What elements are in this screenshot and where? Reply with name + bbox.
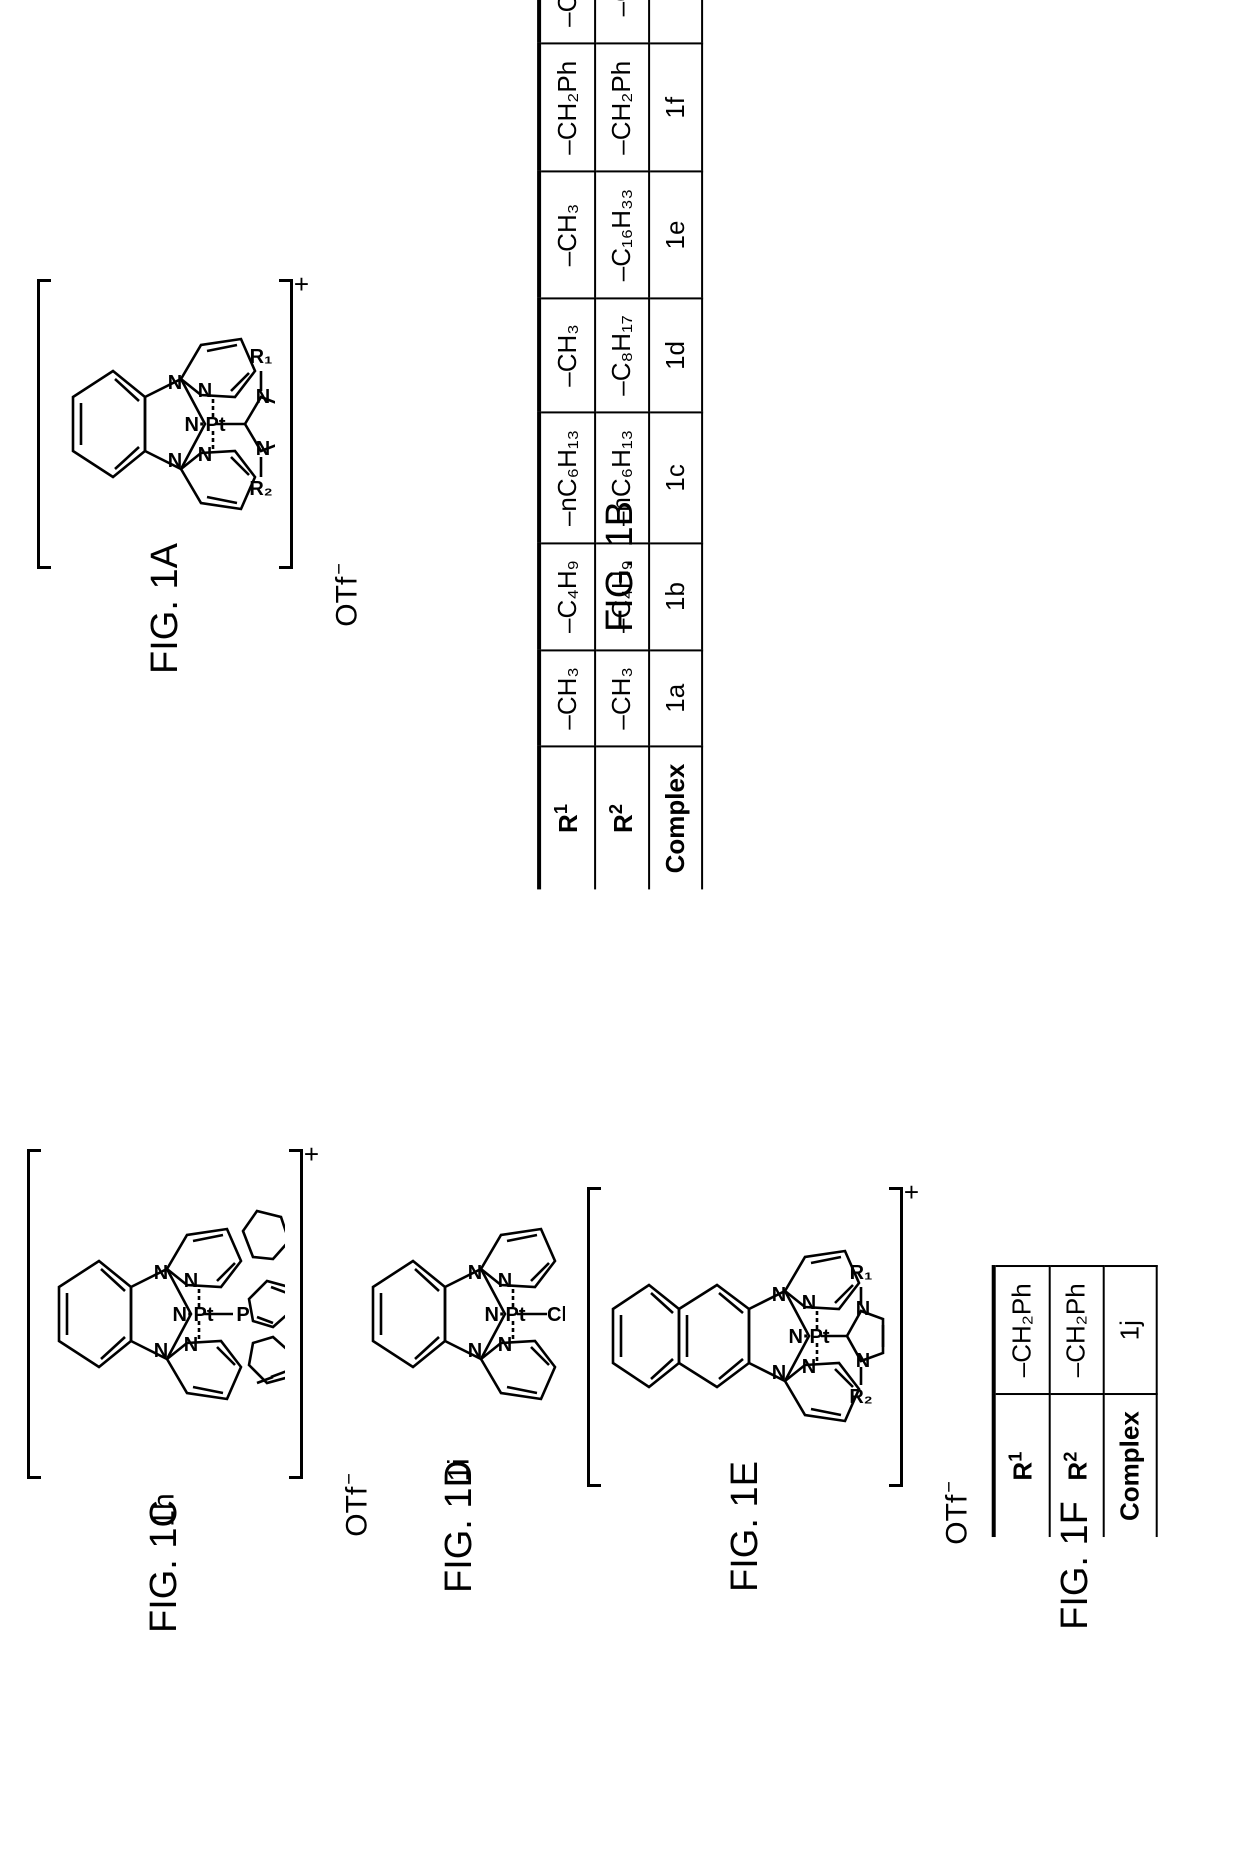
cation-charge: + (904, 1177, 919, 1208)
fig-label-1f: FIG. 1F (1053, 1501, 1096, 1630)
cell-r1-1c: –nC₆H₁₃ (539, 413, 595, 543)
row-header-r2: R2 (595, 747, 650, 890)
atom-n-py-bot: N (198, 444, 212, 466)
row-header-r1: R1 (994, 1394, 1050, 1537)
otf-text: OTf (331, 577, 364, 627)
fig-label-1e: FIG. 1E (723, 1461, 766, 1592)
bracket-right (289, 1149, 303, 1479)
atom-n-py-bot: N (498, 1334, 512, 1356)
panel-fig-1f: R1 –CH₂Ph R2 –CH₂Ph Complex 1j FIG. 1F (939, 1318, 1211, 1587)
cell-cx-1j: 1j (1104, 1266, 1157, 1394)
atom-cl: Cl (547, 1304, 565, 1326)
atom-n-py-top: N (184, 1270, 198, 1292)
otf-minus: − (939, 1481, 961, 1493)
atom-n-py-bot: N (184, 1334, 198, 1356)
structure-1e: N N N·Pt N N R₁ R₂ N (605, 1187, 885, 1487)
atom-n-nhc-bot: N (856, 1350, 870, 1372)
fig-label-1a: FIG. 1A (143, 543, 186, 674)
cell-r1-1d: –CH₃ (539, 298, 595, 413)
table-f-wrap: R1 –CH₂Ph R2 –CH₂Ph Complex 1j (992, 1265, 1158, 1537)
bracket-right (279, 279, 293, 569)
bracket-left (27, 1149, 41, 1479)
atom-p: P (236, 1304, 249, 1326)
otf-minus: − (329, 563, 351, 575)
table-row: R2 –CH₂Ph (1049, 1266, 1104, 1537)
atom-n-top: N (154, 1262, 168, 1284)
structure-1e-wrap: + OTf− N N N·Pt (605, 1187, 885, 1487)
panel-fig-1c: + OTf− N N N·Pt P (45, 1149, 285, 1588)
fig-label-1b: FIG. 1B (598, 502, 641, 633)
cell-r2-1f: –CH₂Ph (595, 44, 650, 172)
atom-n-py-top: N (198, 380, 212, 402)
table-row: R1 –CH₃ –C₄H₉ –nC₆H₁₃ –CH₃ –CH₃ –CH₂Ph –… (539, 0, 595, 890)
cation-charge: + (304, 1139, 319, 1170)
row-header-complex: Complex (1104, 1394, 1157, 1537)
structure-1c: N N N·Pt P N (45, 1149, 285, 1479)
cell-cx-1b: 1b (649, 543, 702, 650)
cell-r2-1a: –CH₃ (595, 650, 650, 747)
bracket-left (37, 279, 51, 569)
atom-n-nhc-top: N (856, 1298, 870, 1320)
bracket-right (889, 1187, 903, 1487)
fig-label-1d: FIG. 1D (439, 1460, 482, 1593)
cell-r1-1f: –CH₂Ph (539, 44, 595, 172)
fig-label-1c: FIG. 1C (144, 1500, 187, 1633)
cell-r2-1g: –C₄H₉ (595, 0, 650, 44)
cell-r1-1j: –CH₂Ph (994, 1266, 1050, 1394)
table-row: R2 –CH₃ –C₄H₉ –nC₆H₁₃ –C₈H₁₇ –C₁₆H₃₃ –CH… (595, 0, 650, 890)
counterion-label: OTf − (329, 563, 365, 627)
cell-r1-1g: –CH₂Ph (539, 0, 595, 44)
row-header-complex: Complex (649, 747, 702, 890)
table-row: R1 –CH₂Ph (994, 1266, 1050, 1537)
atom-n-top: N (772, 1284, 786, 1306)
atom-r1: R₁ (850, 1262, 873, 1284)
otf-text: OTf (341, 1486, 374, 1536)
cell-cx-1f: 1f (649, 44, 702, 172)
cell-cx-1g: 1g (649, 0, 702, 44)
cell-r1-1e: –CH₃ (539, 172, 595, 298)
cation-charge: + (294, 269, 309, 300)
structure-1a-wrap: + OTf− N N N·Pt N N (55, 279, 275, 569)
cell-cx-1c: 1c (649, 413, 702, 543)
atom-n-py-top: N (802, 1292, 816, 1314)
middle-column: R1 –CH₃ –C₄H₉ –nC₆H₁₃ –CH₃ –CH₃ –CH₂Ph –… (310, 20, 930, 1847)
bracket-left (587, 1187, 601, 1487)
structure-1a: N N N·Pt N N R₁ R₂ N (55, 279, 275, 569)
table-row: Complex 1j (1104, 1266, 1157, 1537)
right-column: R1 –CH₂Ph R2 –CH₂Ph Complex 1j FIG. 1F (930, 20, 1220, 1847)
cell-r2-1d: –C₈H₁₇ (595, 298, 650, 413)
panel-fig-1d: N N N·Pt Cl N N 1i FIG. 1D (355, 1189, 565, 1548)
atom-n-nhc-bot: N (256, 438, 270, 460)
atom-n-py-bot: N (802, 1356, 816, 1378)
counterion-label: OTf− (339, 1473, 375, 1537)
structure-1c-wrap: + OTf− N N N·Pt P (45, 1149, 285, 1479)
table-row: Complex 1a 1b 1c 1d 1e 1f 1g (649, 0, 702, 890)
table-b-wrap: R1 –CH₃ –C₄H₉ –nC₆H₁₃ –CH₃ –CH₃ –CH₂Ph –… (537, 0, 703, 890)
atom-n-py-top: N (498, 1270, 512, 1292)
otf-text: OTf (941, 1495, 974, 1545)
row-header-r1: R1 (539, 747, 595, 890)
atom-n-nhc-top: N (256, 386, 270, 408)
row-d-e: N N N·Pt Cl N N 1i FIG. 1D (355, 1187, 885, 1548)
left-column: + OTf− N N N·Pt N N (20, 20, 310, 1847)
table-f: R1 –CH₂Ph R2 –CH₂Ph Complex 1j (992, 1265, 1158, 1537)
otf-minus: − (339, 1473, 361, 1485)
structure-1d: N N N·Pt Cl N N (355, 1189, 565, 1439)
cell-cx-1a: 1a (649, 650, 702, 747)
cell-cx-1e: 1e (649, 172, 702, 298)
cell-r2-1j: –CH₂Ph (1049, 1266, 1104, 1394)
cell-r2-1e: –C₁₆H₃₃ (595, 172, 650, 298)
table-b: R1 –CH₃ –C₄H₉ –nC₆H₁₃ –CH₃ –CH₃ –CH₂Ph –… (537, 0, 703, 890)
cell-cx-1d: 1d (649, 298, 702, 413)
cell-r1-1a: –CH₃ (539, 650, 595, 747)
counterion-label: OTf − (939, 1481, 975, 1545)
atom-n-top: N (168, 372, 182, 394)
atom-n-top: N (468, 1262, 482, 1284)
panel-fig-1e: + OTf− N N N·Pt (605, 1187, 885, 1548)
cell-r1-1b: –C₄H₉ (539, 543, 595, 650)
